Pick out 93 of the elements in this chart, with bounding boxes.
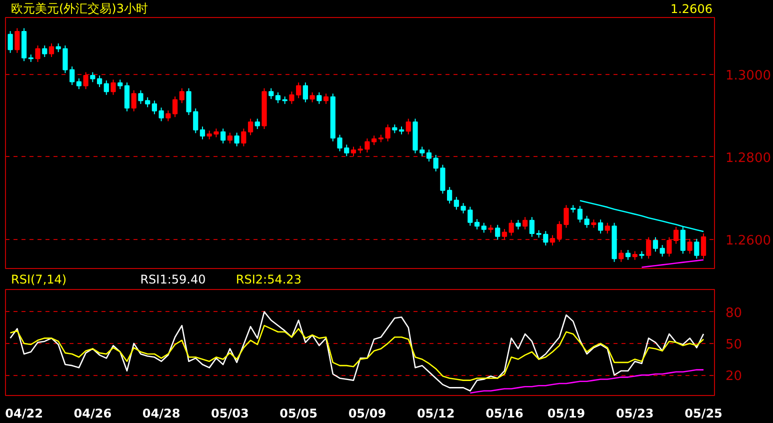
candlestick (577, 205, 583, 223)
candlestick (138, 90, 144, 104)
candlestick (323, 93, 329, 104)
y-tick-label: 1.2600 (726, 233, 771, 248)
x-tick-label: 05/19 (547, 406, 586, 420)
chart-title: 欧元美元(外汇交易)3小时 (11, 2, 148, 16)
candlestick (687, 238, 692, 254)
candlestick (76, 78, 82, 90)
candlestick (234, 132, 240, 147)
candlestick (385, 124, 390, 142)
y-tick-label: 20 (726, 369, 742, 384)
candlestick (468, 206, 473, 226)
y-tick-label: 1.3000 (726, 68, 771, 84)
candlestick (220, 128, 226, 144)
line-series (10, 324, 704, 381)
x-tick-label: 05/16 (486, 406, 524, 420)
candlestick (460, 202, 466, 214)
candlestick (152, 100, 157, 115)
candlestick (248, 118, 254, 136)
candlestick (350, 146, 356, 157)
x-tick-label: 05/23 (616, 406, 654, 420)
candlestick (8, 30, 13, 54)
text: 1.2606 (670, 2, 712, 16)
candlestick (625, 249, 631, 260)
candlestick (481, 222, 486, 234)
candlestick (96, 75, 102, 88)
candlestick (296, 82, 302, 99)
candlestick (584, 215, 590, 228)
candlestick (302, 82, 308, 103)
line-series (10, 311, 704, 392)
x-tick-label: 04/26 (74, 406, 112, 420)
y-tick-label: 50 (726, 337, 742, 352)
candlestick (241, 128, 246, 147)
candlestick (652, 236, 658, 252)
candlestick (426, 149, 432, 162)
candlestick (550, 234, 556, 246)
candlestick (604, 222, 610, 234)
candlestick (118, 79, 123, 90)
candlestick (700, 233, 706, 260)
candlestick (35, 44, 40, 62)
candlestick (104, 80, 109, 96)
candlestick (227, 132, 232, 144)
y-tick-label: 1.2800 (726, 150, 771, 166)
candlestick (254, 118, 260, 130)
text: RSI1:59.40 (140, 272, 206, 286)
candlestick (316, 92, 322, 104)
candlestick (124, 82, 130, 112)
candlestick (14, 28, 20, 54)
candlestick (564, 204, 569, 228)
candlestick (516, 219, 521, 230)
y-tick-label: 80 (726, 306, 742, 321)
candlestick (179, 88, 184, 104)
candlestick (158, 107, 164, 122)
candlestick (618, 249, 624, 262)
x-tick-label: 05/03 (211, 406, 249, 420)
candlestick (310, 92, 315, 103)
candlestick (508, 219, 514, 236)
candlestick (598, 219, 604, 234)
x-tick-label: 05/09 (348, 406, 386, 420)
candlestick (48, 42, 54, 58)
candlestick (474, 218, 480, 230)
candlestick (42, 44, 48, 58)
candlestick (660, 244, 665, 258)
candlestick (275, 92, 281, 104)
chart-title: RSI(7,14) (11, 272, 67, 286)
x-tick-label: 05/12 (416, 406, 455, 420)
candlestick (200, 126, 206, 140)
candlestick (646, 236, 652, 260)
candlestick (433, 154, 438, 172)
x-tick-label: 04/22 (5, 406, 43, 420)
candlestick (502, 228, 508, 240)
candlestick (83, 72, 88, 90)
candlestick (495, 224, 500, 240)
candlestick (172, 96, 178, 118)
x-tick-label: 05/25 (684, 406, 722, 420)
candlestick (90, 72, 96, 83)
candlestick (556, 220, 562, 242)
candlestick (131, 90, 136, 112)
candlestick (522, 216, 528, 230)
candlestick (694, 238, 700, 260)
line-series (641, 259, 704, 268)
candlestick (406, 118, 411, 135)
candlestick (166, 110, 171, 122)
candlestick (420, 146, 425, 157)
line-series (470, 369, 704, 394)
candlestick (454, 196, 459, 210)
candlestick (110, 79, 116, 96)
x-tick-label: 04/28 (142, 406, 180, 420)
x-tick-label: 05/05 (280, 406, 318, 420)
candlestick (289, 91, 294, 104)
candlestick (145, 96, 150, 108)
candlestick (268, 88, 274, 100)
text: RSI2:54.23 (236, 272, 302, 286)
